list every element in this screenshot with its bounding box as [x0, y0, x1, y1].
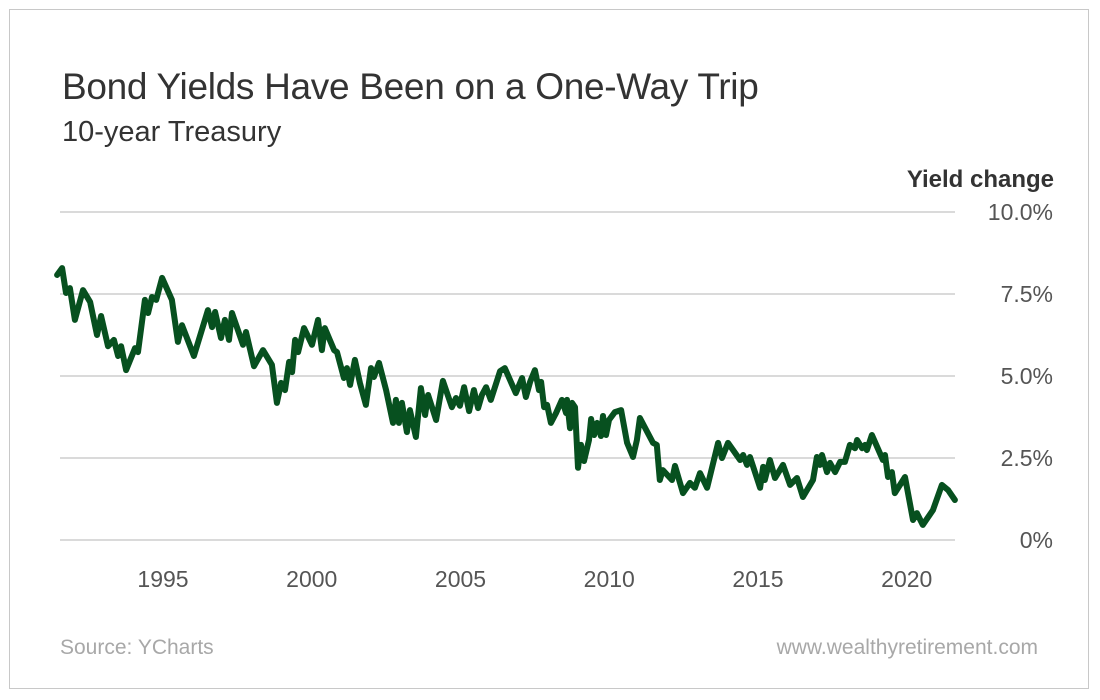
chart-frame — [9, 9, 1089, 689]
website-link: www.wealthyretirement.com — [776, 636, 1038, 659]
chart-subtitle: 10-year Treasury — [62, 116, 282, 148]
x-tick-label: 2020 — [881, 566, 932, 592]
y-axis-label: Yield change — [906, 166, 1054, 193]
chart-title: Bond Yields Have Been on a One-Way Trip — [62, 66, 759, 107]
x-tick-label: 1995 — [137, 566, 188, 592]
x-tick-label: 2005 — [435, 566, 486, 592]
y-tick-label: 5.0% — [1001, 363, 1053, 389]
y-tick-label: 10.0% — [988, 199, 1053, 225]
x-tick-label: 2010 — [584, 566, 635, 592]
yield-series-line — [54, 265, 958, 528]
y-tick-label: 2.5% — [1001, 445, 1053, 471]
y-tick-label: 0% — [1020, 527, 1053, 553]
x-tick-label: 2000 — [286, 566, 337, 592]
y-tick-label: 7.5% — [1001, 281, 1053, 307]
x-tick-label: 2015 — [732, 566, 783, 592]
source-note: Source: YCharts — [60, 636, 214, 659]
